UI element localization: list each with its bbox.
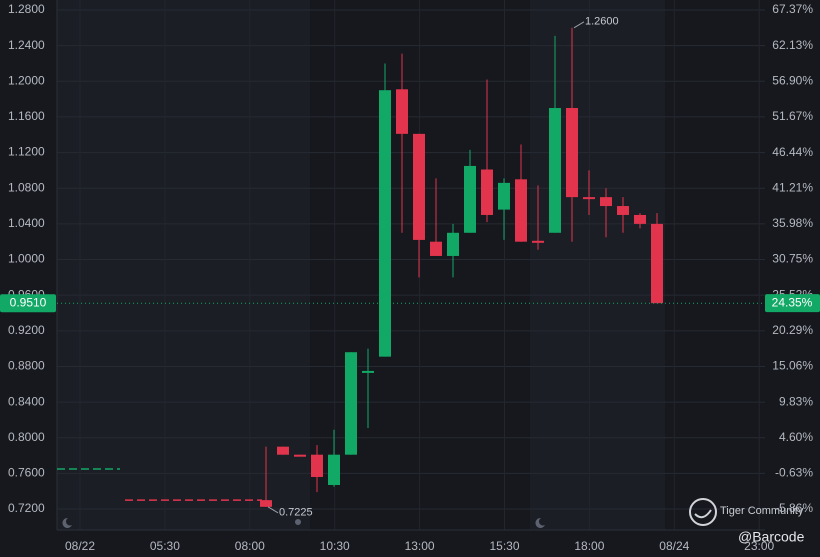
y2-tick-label: 20.29%: [772, 323, 813, 337]
moon-icon: [62, 517, 72, 528]
candle-body: [600, 197, 612, 207]
session-band: [530, 0, 665, 530]
candle-body: [532, 240, 544, 243]
candle-body: [583, 197, 595, 200]
x-tick-label: 13:00: [405, 539, 435, 553]
session-icons: [62, 517, 545, 528]
candle-body: [651, 223, 663, 304]
annotation-label: 0.7225: [279, 507, 313, 519]
y2-tick-label: 9.83%: [779, 394, 813, 408]
candle-body: [634, 214, 646, 224]
candle-body: [481, 169, 493, 215]
x-tick-label: 05:30: [150, 539, 180, 553]
x-tick-label: 23:00: [744, 539, 774, 553]
y2-tick-label: 67.37%: [772, 2, 813, 16]
watermark-user: @Barcode: [738, 529, 805, 545]
x-tick-label: 18:00: [574, 539, 604, 553]
candle-body: [396, 89, 408, 134]
y-tick-label: 1.0400: [8, 216, 45, 230]
annotation-leader: [573, 21, 585, 29]
watermark-logo: [694, 509, 712, 519]
candle-body: [566, 108, 578, 198]
y2-tick-label: -5.86%: [775, 501, 813, 515]
last-price-label: 0.9510: [10, 295, 47, 309]
y2-tick-label: -0.63%: [775, 466, 813, 480]
candle-body: [464, 165, 476, 233]
x-tick-label: 08:00: [235, 539, 265, 553]
sun-icon: [295, 519, 301, 525]
last-price-box: [0, 294, 56, 313]
candle-body: [379, 90, 391, 357]
y-tick-label: 1.2800: [8, 2, 45, 16]
grid: [56, 0, 765, 531]
candle-body: [362, 370, 374, 373]
x-tick-label: 08/22: [65, 539, 95, 553]
moon-icon: [535, 517, 545, 528]
y-tick-label: 1.2400: [8, 38, 45, 52]
candle-body: [549, 108, 561, 233]
y2-tick-label: 41.21%: [772, 180, 813, 194]
candle-body: [311, 454, 323, 477]
y-tick-label: 1.0000: [8, 252, 45, 266]
x-tick-label: 08/24: [659, 539, 689, 553]
candle-body: [447, 232, 459, 256]
y2-tick-label: 46.44%: [772, 145, 813, 159]
candle-body: [498, 182, 510, 210]
y-tick-label: 0.8800: [8, 359, 45, 373]
candle-body: [328, 454, 340, 485]
y-tick-label: 0.8000: [8, 430, 45, 444]
y2-tick-label: 35.98%: [772, 216, 813, 230]
session-band: [57, 0, 310, 530]
y2-tick-label: 51.67%: [772, 109, 813, 123]
y2-tick-label: 4.60%: [779, 430, 813, 444]
y-tick-label: 0.8400: [8, 394, 45, 408]
marks: 0.7225 1.2600: [57, 16, 765, 519]
candle-body: [345, 352, 357, 455]
y-tick-label: 1.1200: [8, 145, 45, 159]
y2-tick-label: 62.13%: [772, 38, 813, 52]
candle-body: [515, 179, 527, 242]
last-change-label: 24.35%: [772, 295, 813, 309]
candle-body: [294, 454, 306, 457]
y2-tick-label: 30.75%: [772, 252, 813, 266]
candle-body: [430, 241, 442, 256]
last-change-box: [765, 294, 820, 313]
y-tick-label: 1.1600: [8, 109, 45, 123]
y2-tick-label: 56.90%: [772, 73, 813, 87]
candle-body: [413, 133, 425, 240]
y-tick-label: 0.9200: [8, 323, 45, 337]
candle-body: [260, 500, 272, 507]
watermark-logo: [689, 498, 717, 526]
watermark-brand: Tiger Community: [720, 505, 804, 517]
candle-body: [277, 446, 289, 455]
y-tick-label: 1.2000: [8, 73, 45, 87]
watermark: Tiger Community @Barcode: [689, 498, 805, 545]
annotation-label: 1.2600: [585, 16, 619, 28]
y-tick-label: 1.0800: [8, 180, 45, 194]
y-tick-label: 0.7600: [8, 466, 45, 480]
x-tick-label: 15:30: [489, 539, 519, 553]
annotation-leader: [267, 506, 279, 514]
candle-body: [617, 206, 629, 215]
x-tick-label: 10:30: [320, 539, 350, 553]
y-tick-label: 0.7200: [8, 501, 45, 515]
y2-tick-label: 15.06%: [772, 359, 813, 373]
